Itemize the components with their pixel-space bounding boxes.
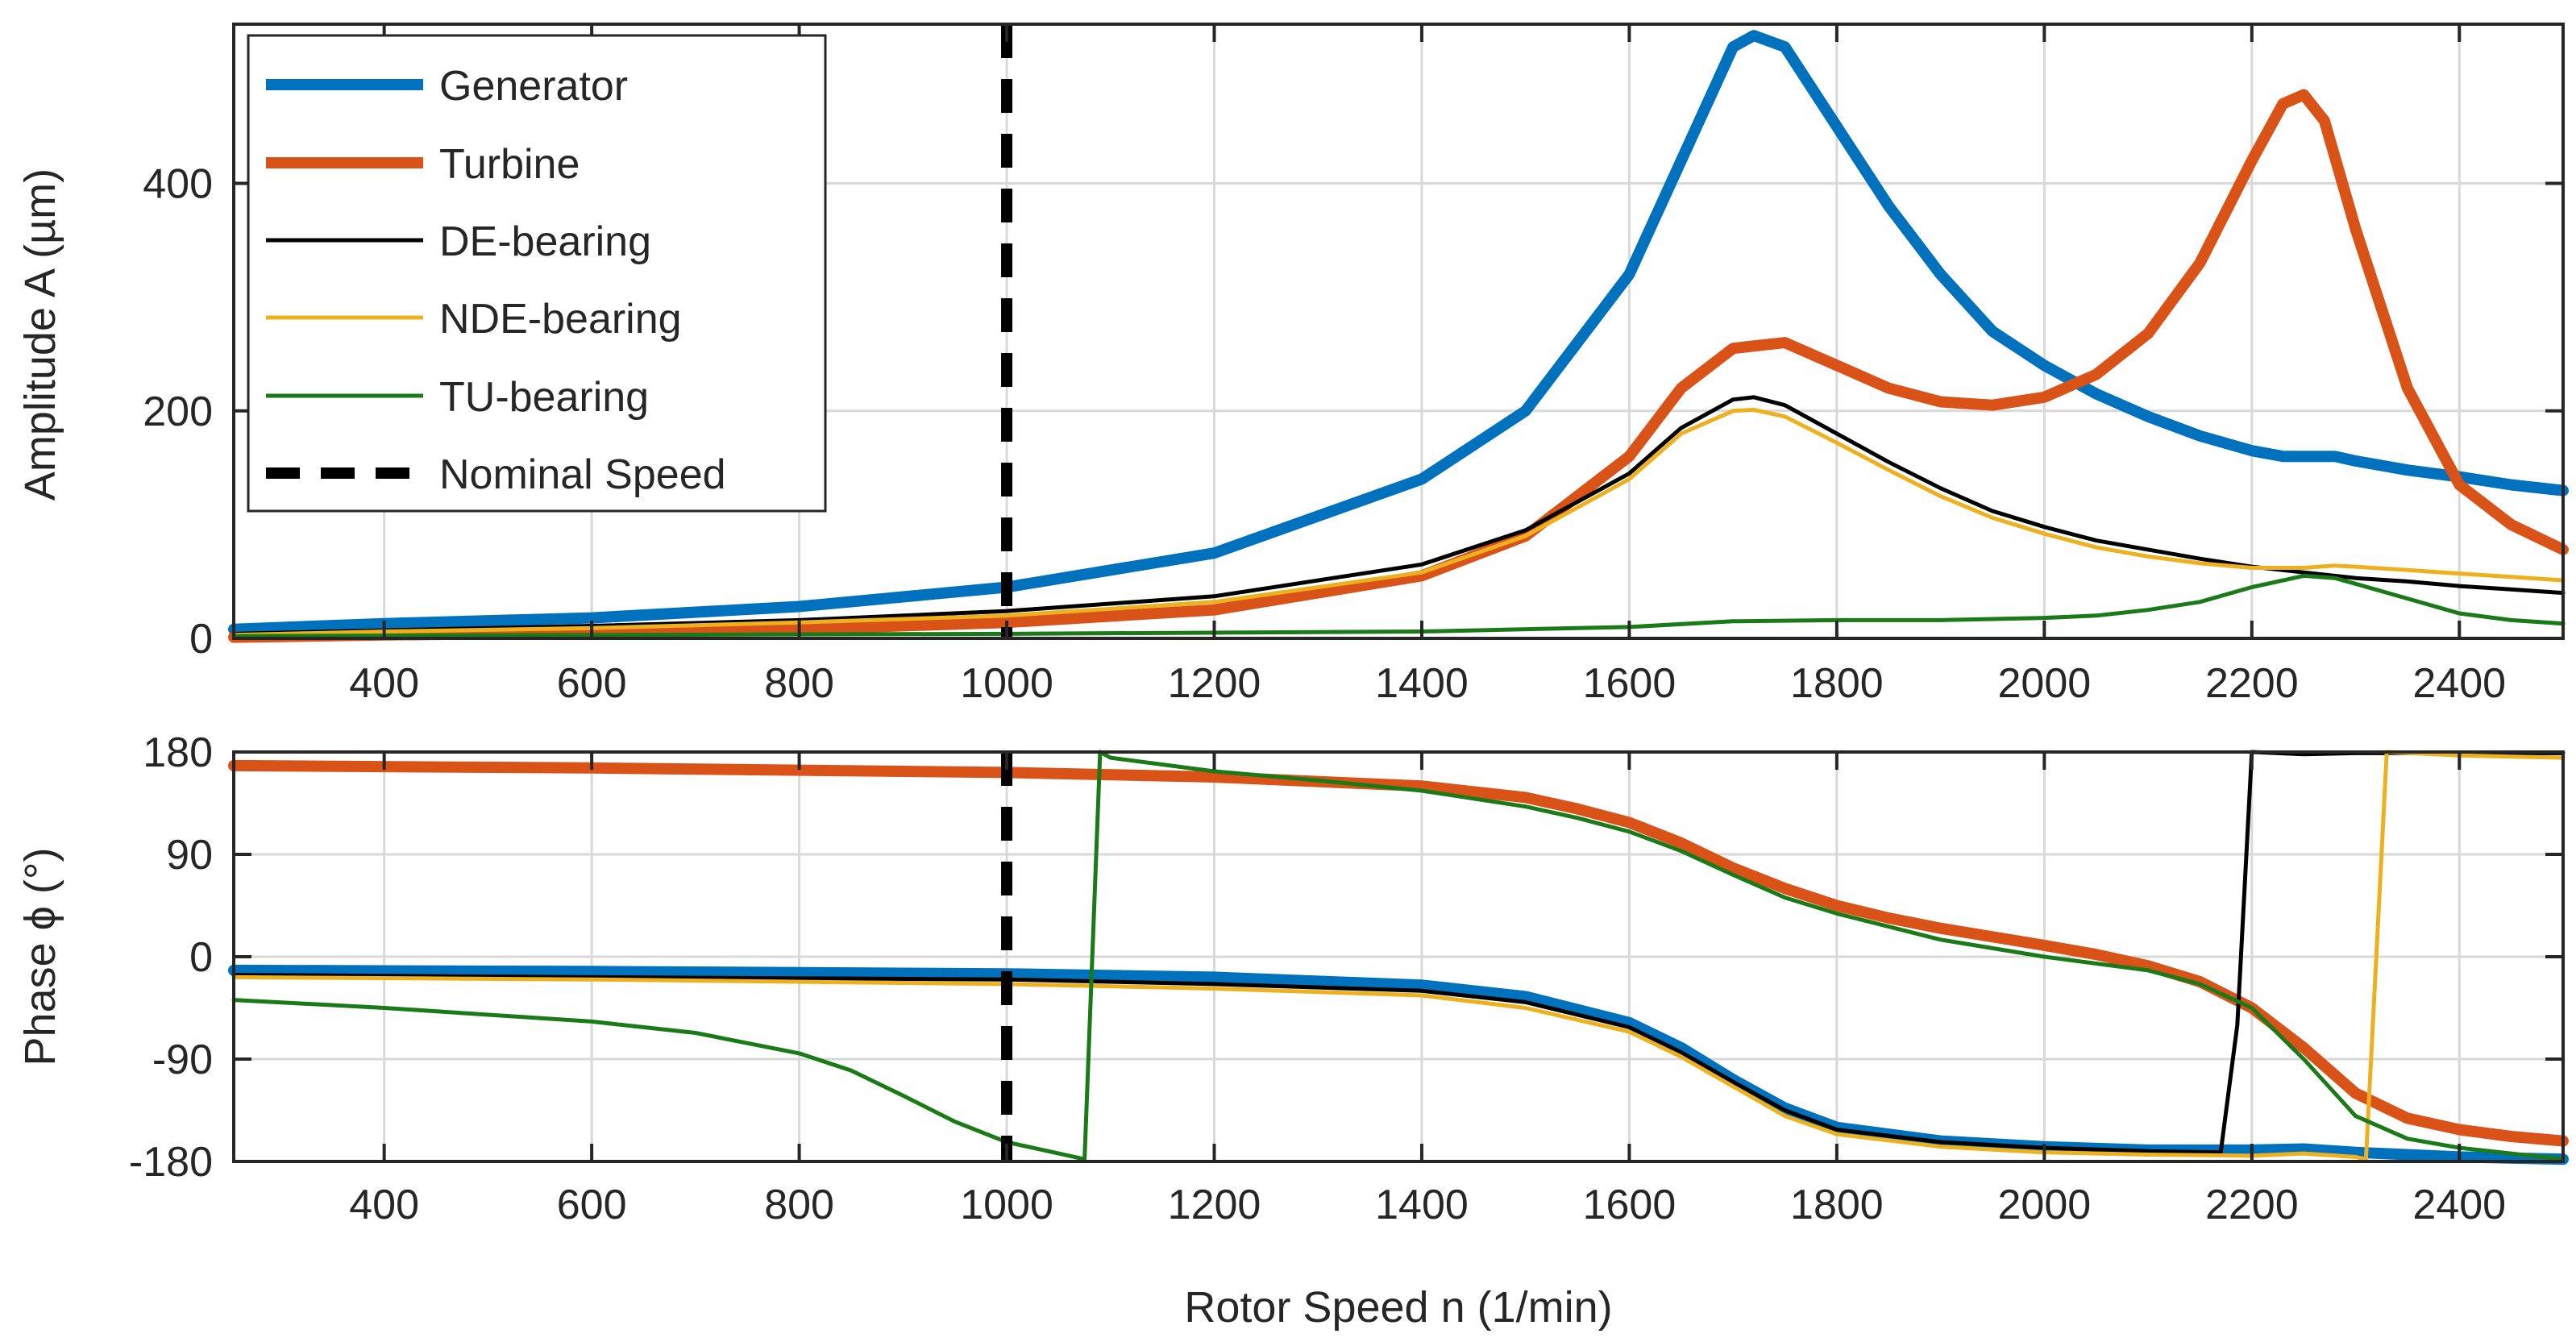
amplitude-series-turbine	[228, 89, 2569, 643]
phase-x-tick-label: 1200	[1168, 1182, 1261, 1228]
phase-y-tick-label: 0	[189, 934, 213, 981]
legend-label-de-bearing: DE-bearing	[439, 218, 651, 265]
phase-x-tick-label: 1600	[1583, 1182, 1676, 1228]
amplitude-series-tu-bearing	[231, 573, 2566, 638]
amplitude-x-tick-label: 800	[764, 660, 834, 707]
phase-grid	[234, 752, 2563, 1161]
legend-entry-de-bearing: DE-bearing	[266, 218, 651, 265]
phase-x-tick-label: 1800	[1790, 1182, 1884, 1228]
phase-x-tick-label: 600	[557, 1182, 627, 1228]
amplitude-x-tick-label: 2200	[2205, 660, 2299, 707]
legend-label-nde-bearing: NDE-bearing	[439, 296, 682, 343]
amplitude-x-tick-label: 1400	[1375, 660, 1469, 707]
legend-entry-generator: Generator	[266, 63, 628, 110]
amplitude-x-tick-label: 2000	[1998, 660, 2092, 707]
phase-y-tick-label: 90	[166, 832, 213, 879]
phase-x-tick-label: 800	[764, 1182, 834, 1228]
phase-x-axis-label: Rotor Speed n (1/min)	[1184, 1283, 1612, 1332]
phase-ticks: 400 600 800 1000 1200 1400 1600 1800 2000 2200 240…	[129, 729, 2563, 1228]
legend-box	[247, 34, 827, 513]
amplitude-panel: 400 600 800 1000 1200 1400 1600 1800 2000 2200 240…	[16, 23, 2569, 707]
amplitude-x-tick-label: 600	[557, 660, 627, 707]
phase-series-nde-bearing	[231, 750, 2566, 1161]
phase-x-tick-label: 400	[349, 1182, 419, 1228]
phase-series-tu-bearing	[231, 750, 2566, 1161]
phase-x-tick-label: 1400	[1375, 1182, 1469, 1228]
phase-y-tick-label: 180	[143, 729, 213, 776]
amplitude-y-axis-label: Amplitude A (µm)	[16, 168, 64, 501]
amplitude-x-tick-label: 400	[349, 660, 419, 707]
amplitude-x-tick-label: 1800	[1790, 660, 1884, 707]
phase-panel: 400 600 800 1000 1200 1400 1600 1800 2000 2200 240…	[16, 729, 2569, 1332]
legend-label-turbine: Turbine	[439, 141, 580, 188]
amplitude-series	[228, 24, 2569, 643]
phase-y-tick-label: -90	[152, 1037, 213, 1083]
phase-x-tick-label: 2400	[2412, 1182, 2506, 1228]
phase-series-turbine	[228, 759, 2569, 1147]
amplitude-ticks: 400 600 800 1000 1200 1400 1600 1800 2000 2200 240…	[143, 24, 2563, 707]
amplitude-series-de-bearing	[231, 395, 2566, 636]
phase-y-tick-label: -180	[129, 1139, 213, 1186]
amplitude-y-tick-label: 0	[189, 616, 213, 663]
legend: Generator Turbine DE-bearing NDE-bearing…	[247, 34, 827, 513]
phase-series	[228, 750, 2569, 1165]
phase-x-tick-label: 2000	[1998, 1182, 2092, 1228]
phase-axes-box	[232, 750, 2565, 1163]
phase-y-axis-label: Phase ϕ (°)	[16, 848, 64, 1066]
amplitude-axes-box	[232, 23, 2565, 640]
amplitude-x-tick-label: 1000	[960, 660, 1053, 707]
legend-label-tu-bearing: TU-bearing	[439, 374, 649, 421]
phase-x-tick-label: 1000	[960, 1182, 1053, 1228]
phase-x-tick-label: 2200	[2205, 1182, 2299, 1228]
legend-label-generator: Generator	[439, 63, 628, 110]
amplitude-y-tick-label: 400	[143, 161, 213, 208]
amplitude-y-tick-label: 200	[143, 388, 213, 435]
legend-entry-tu-bearing: TU-bearing	[266, 374, 649, 421]
amplitude-x-tick-label: 1600	[1583, 660, 1676, 707]
amplitude-x-tick-label: 2400	[2412, 660, 2506, 707]
amplitude-series-nde-bearing	[231, 407, 2566, 638]
amplitude-x-tick-label: 1200	[1168, 660, 1261, 707]
legend-entry-nominal-speed: Nominal Speed	[266, 451, 726, 498]
legend-entry-nde-bearing: NDE-bearing	[266, 296, 682, 343]
legend-label-nominal-speed: Nominal Speed	[439, 451, 726, 498]
legend-entry-turbine: Turbine	[266, 141, 580, 188]
amplitude-series-generator	[228, 30, 2569, 635]
